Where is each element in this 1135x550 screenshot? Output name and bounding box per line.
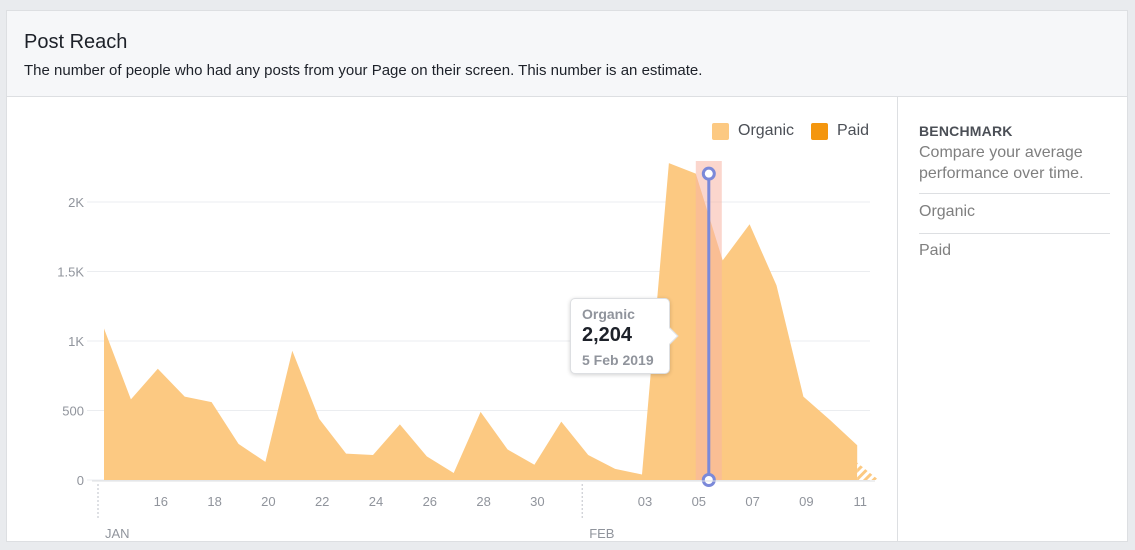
legend-label-organic: Organic	[738, 122, 795, 139]
chart-tooltip: Organic 2,204 5 Feb 2019	[570, 298, 670, 374]
benchmark-divider	[919, 193, 1110, 194]
benchmark-divider	[919, 233, 1110, 234]
month-label: FEB	[589, 526, 614, 541]
tooltip-series: Organic	[582, 306, 635, 322]
card-subtitle: The number of people who had any posts f…	[24, 62, 703, 79]
y-tick-label: 500	[62, 404, 84, 419]
benchmark-title: BENCHMARK	[919, 123, 1013, 139]
post-reach-card: Post Reach The number of people who had …	[6, 10, 1128, 542]
chart-area: Organic Paid 0 500 1K 1.5K 2K 16 18 20 22 24 26 28 3…	[7, 97, 897, 542]
tooltip-date: 5 Feb 2019	[582, 352, 654, 368]
x-tick-label: 07	[745, 494, 759, 509]
legend-label-paid: Paid	[837, 122, 870, 139]
x-tick-label: 26	[423, 494, 437, 509]
x-tick-label: 22	[315, 494, 329, 509]
y-tick-label: 1K	[68, 334, 84, 349]
x-tick-label: 20	[261, 494, 275, 509]
x-tick-label: 18	[207, 494, 221, 509]
y-tick-label: 1.5K	[57, 265, 84, 280]
post-reach-chart[interactable]: 0 500 1K 1.5K 2K 16 18 20 22 24 26 28 30 03 05 07 09 11 JA…	[7, 97, 897, 542]
cursor-point-bottom	[701, 473, 716, 487]
benchmark-sidebar: BENCHMARK Compare your average performan…	[897, 97, 1127, 542]
x-tick-label: 09	[799, 494, 813, 509]
x-tick-label: 28	[476, 494, 490, 509]
organic-area	[104, 163, 858, 480]
x-tick-label: 16	[154, 494, 168, 509]
cursor-point-top	[701, 166, 716, 181]
benchmark-item-organic[interactable]: Organic	[919, 203, 976, 220]
month-label: JAN	[105, 526, 130, 541]
x-tick-label: 24	[369, 494, 383, 509]
x-tick-label: 30	[530, 494, 544, 509]
tooltip-value: 2,204	[582, 324, 633, 346]
benchmark-item-paid[interactable]: Paid	[919, 242, 952, 259]
card-title: Post Reach	[24, 31, 128, 53]
legend-swatch-organic	[712, 123, 729, 140]
organic-estimated-area	[857, 462, 879, 480]
benchmark-description: Compare your average performance over ti…	[919, 144, 1084, 182]
x-tick-label: 11	[853, 494, 867, 509]
card-header: Post Reach The number of people who had …	[7, 11, 1127, 97]
x-tick-label: 03	[638, 494, 652, 509]
y-tick-label: 2K	[68, 195, 84, 210]
legend-swatch-paid	[811, 123, 828, 140]
y-tick-label: 0	[77, 473, 84, 488]
x-tick-label: 05	[692, 494, 706, 509]
